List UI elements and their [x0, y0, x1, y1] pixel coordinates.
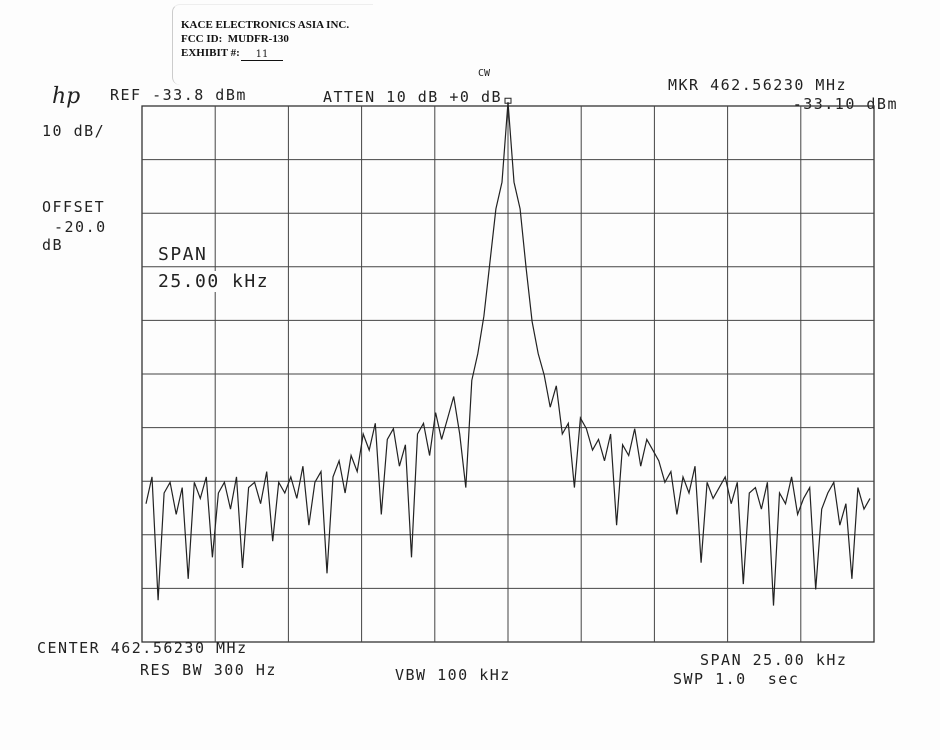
offset-unit: dB	[42, 236, 64, 254]
company-name: KACE ELECTRONICS ASIA INC.	[181, 19, 350, 31]
scale-per-div: 10 dB/	[42, 122, 106, 140]
exhibit-label-text: EXHIBIT #:	[181, 47, 240, 59]
marker-symbol	[504, 97, 512, 104]
attenuation: ATTEN 10 dB +0 dB	[323, 88, 503, 106]
cw-label: CW	[478, 68, 491, 79]
exhibit-number: 11	[241, 49, 283, 61]
video-bandwidth: VBW 100 kHz	[395, 666, 511, 684]
offset-value: -20.0	[54, 218, 107, 236]
resolution-bandwidth: RES BW 300 Hz	[140, 661, 277, 679]
span-overlay-value: 25.00 kHz	[158, 271, 270, 292]
span-overlay-label: SPAN	[158, 244, 208, 265]
span-footer: SPAN 25.00 kHz	[700, 651, 848, 669]
hp-logo: hp	[52, 84, 81, 109]
ref-level: REF -33.8 dBm	[110, 86, 247, 104]
fcc-id: FCC ID: MUDFR-130	[181, 33, 289, 45]
offset-label: OFFSET	[42, 198, 106, 216]
spectrum-trace	[145, 102, 871, 606]
exhibit-label: KACE ELECTRONICS ASIA INC. FCC ID: MUDFR…	[172, 4, 373, 85]
marker-frequency: MKR 462.56230 MHz	[668, 76, 848, 94]
sweep-time: SWP 1.0 sec	[673, 670, 800, 688]
center-frequency: CENTER 462.56230 MHz	[37, 639, 248, 657]
